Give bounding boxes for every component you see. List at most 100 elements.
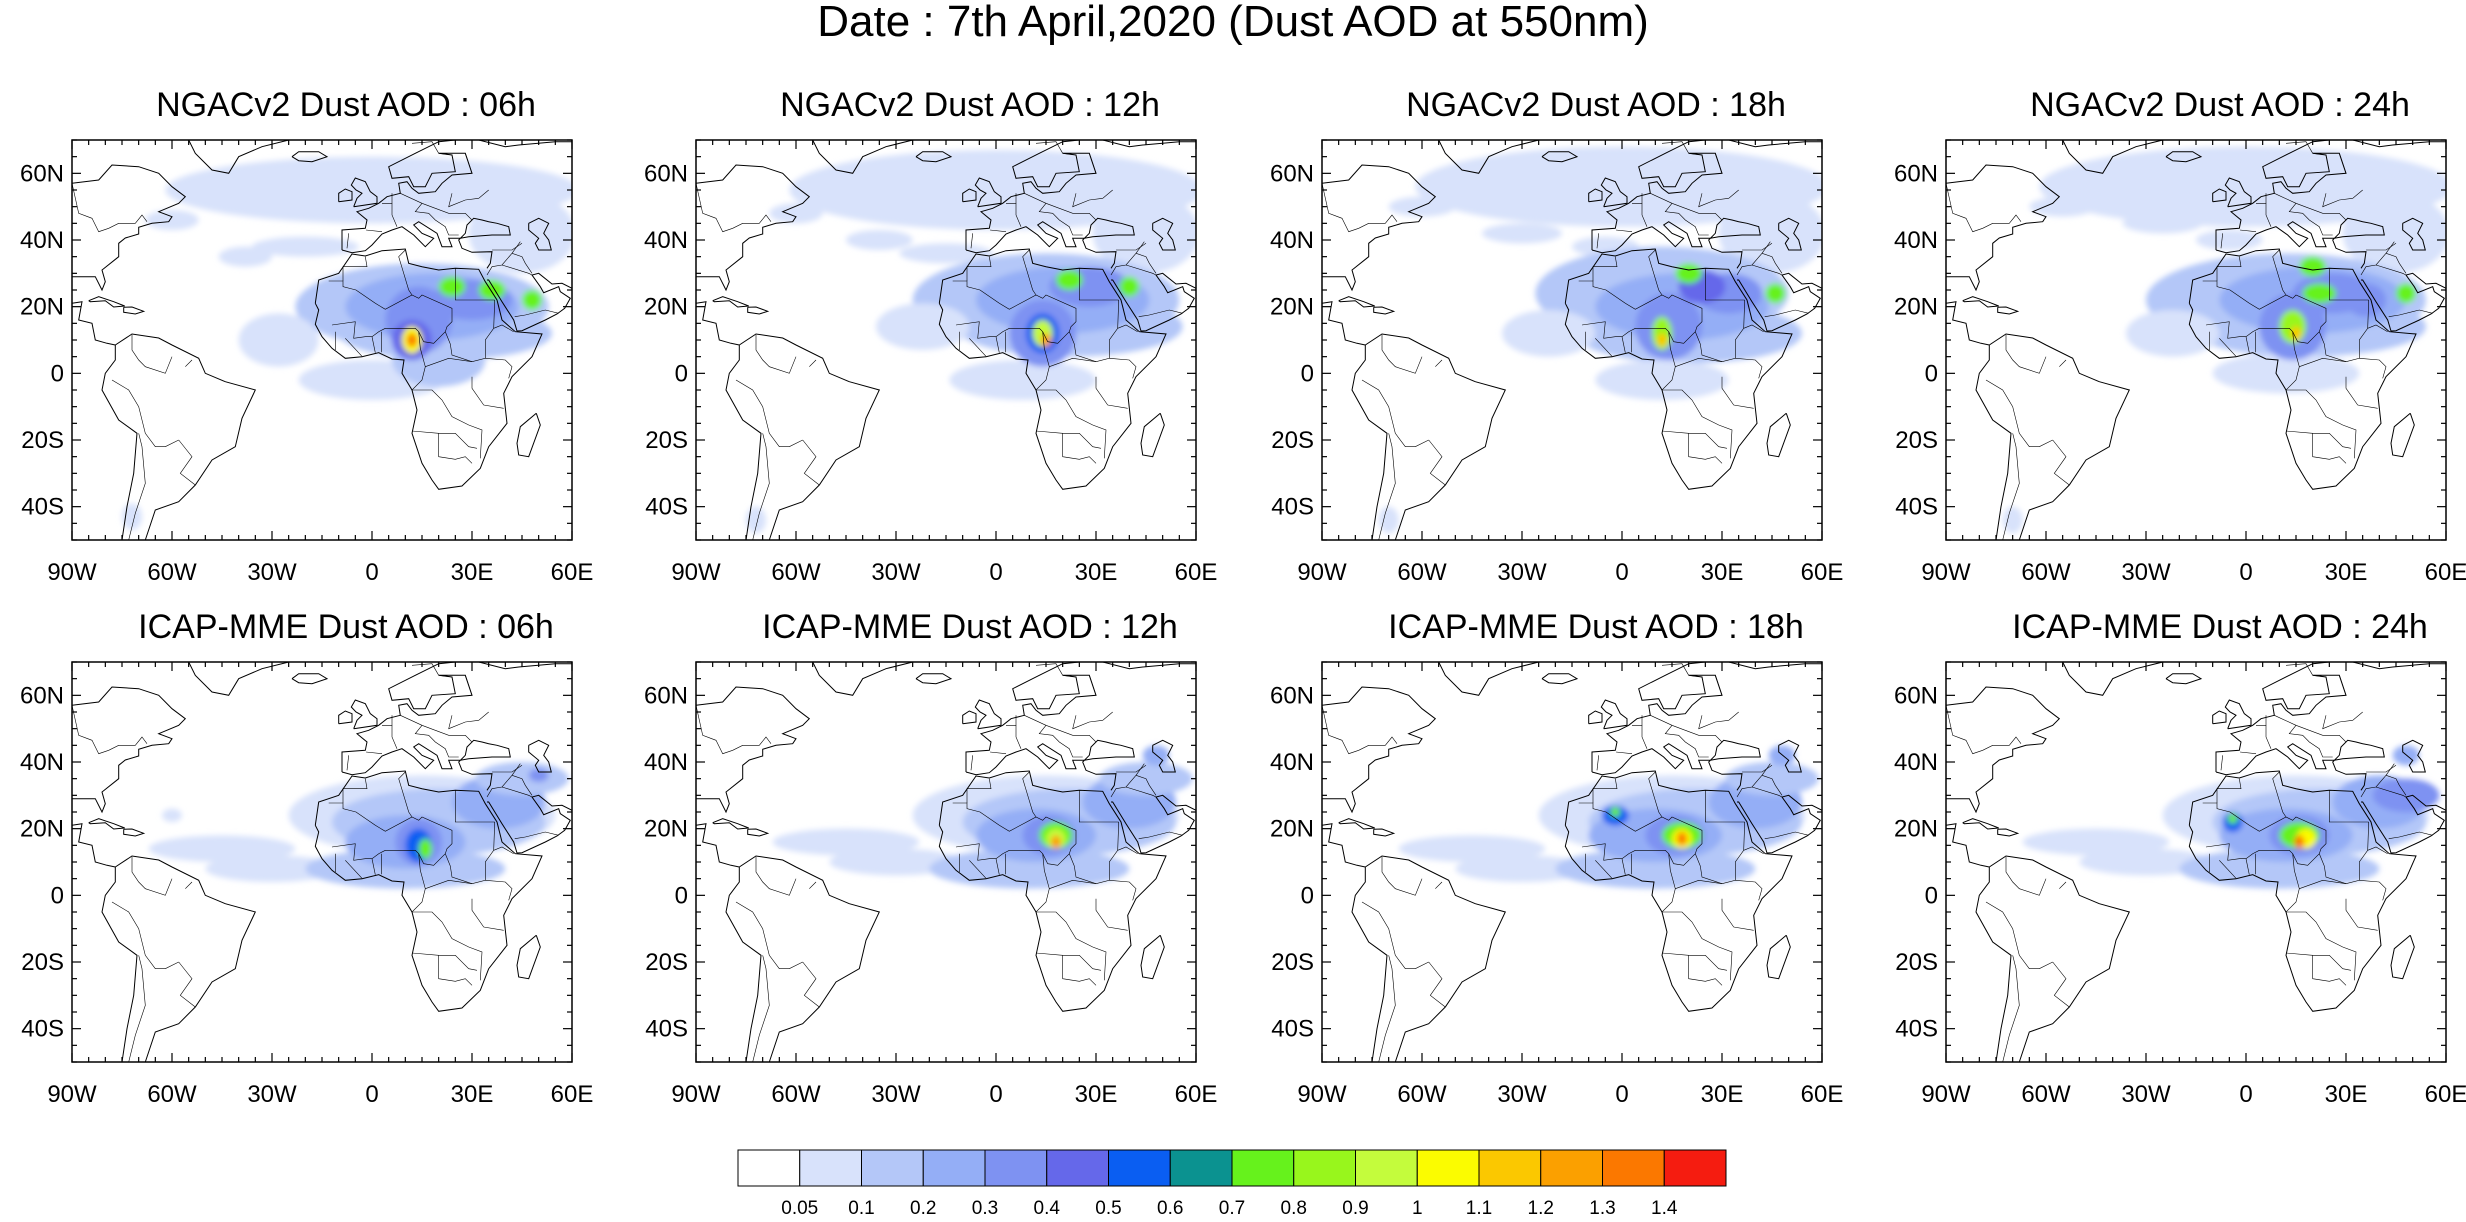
country-border bbox=[802, 439, 820, 486]
country-border bbox=[1109, 880, 1137, 901]
lat-tick-label: 20N bbox=[1894, 816, 1938, 843]
lat-tick-label: 20S bbox=[1895, 427, 1938, 454]
colorbar-swatch bbox=[1231, 1149, 1295, 1187]
country-border bbox=[1704, 790, 1745, 823]
dust-plume bbox=[1482, 223, 1562, 244]
coastline bbox=[1111, 794, 1196, 854]
panel-title: ICAP-MME Dust AOD : 18h bbox=[1388, 608, 1804, 646]
country-border bbox=[178, 439, 196, 486]
country-border bbox=[2286, 389, 2357, 459]
country-border bbox=[492, 243, 523, 251]
country-border bbox=[111, 901, 179, 970]
dust-plume bbox=[789, 150, 1196, 230]
colorbar-swatch bbox=[737, 1149, 801, 1187]
country-border bbox=[2202, 280, 2327, 345]
colorbar-swatch bbox=[861, 1149, 924, 1187]
coastline bbox=[2361, 794, 2446, 854]
country-border bbox=[2359, 358, 2387, 379]
country-border bbox=[1095, 376, 1128, 409]
dust-plume bbox=[949, 360, 1096, 400]
country-border bbox=[1698, 711, 1739, 730]
panel-icap-mme-12h: ICAP-MME Dust AOD : 12h 60N 40N 20N 0 20S 40S… bbox=[644, 610, 1280, 1130]
country-border bbox=[72, 183, 148, 233]
country-border bbox=[471, 376, 504, 409]
country-border bbox=[1615, 751, 1633, 754]
coastline bbox=[1946, 686, 2061, 814]
country-border bbox=[2312, 433, 2347, 464]
country-border bbox=[2388, 309, 2433, 317]
coastline bbox=[747, 306, 770, 315]
colorbar-swatch bbox=[1540, 1149, 1603, 1187]
dust-plume bbox=[2029, 196, 2096, 217]
country-border bbox=[1662, 389, 1733, 459]
lon-tick-label: 0 bbox=[2239, 559, 2252, 586]
dust-plume bbox=[145, 210, 199, 230]
country-border bbox=[511, 253, 533, 274]
coastline bbox=[1997, 828, 2020, 837]
dust-plume bbox=[2002, 506, 2023, 534]
country-border bbox=[1751, 264, 1783, 276]
dust-plume bbox=[528, 768, 549, 782]
country-border bbox=[1632, 203, 1648, 227]
coastline bbox=[1564, 248, 1793, 490]
colorbar-swatch bbox=[1416, 1149, 1480, 1187]
lon-tick-label: 30W bbox=[2121, 1081, 2171, 1108]
country-border bbox=[1381, 335, 1423, 374]
lon-tick-label: 30W bbox=[871, 1081, 921, 1108]
dust-plume bbox=[2372, 778, 2440, 812]
colorbar-swatch bbox=[984, 1149, 1048, 1187]
coastline bbox=[101, 333, 257, 540]
country-border bbox=[2367, 324, 2388, 332]
coastline bbox=[1737, 794, 1822, 854]
country-border bbox=[111, 379, 179, 448]
coastline bbox=[1600, 177, 1628, 208]
lat-tick-label: 20S bbox=[1271, 949, 1314, 976]
country-border bbox=[1715, 675, 1723, 696]
coastline bbox=[696, 823, 740, 868]
country-border bbox=[1581, 321, 1696, 344]
dust-plume bbox=[1595, 360, 1729, 400]
lat-tick-label: 60N bbox=[1894, 160, 1938, 187]
country-border bbox=[2219, 338, 2237, 357]
lat-tick-label: 20S bbox=[645, 949, 688, 976]
coastline bbox=[1322, 164, 1437, 292]
country-border bbox=[2324, 865, 2347, 884]
coastline bbox=[72, 164, 187, 292]
country-border bbox=[1592, 778, 1618, 803]
country-border bbox=[2288, 725, 2333, 758]
country-border bbox=[485, 358, 513, 379]
dust-plume bbox=[746, 506, 766, 534]
coastline bbox=[2215, 217, 2385, 269]
country-border bbox=[485, 880, 513, 901]
dust-plume bbox=[478, 280, 506, 300]
country-border bbox=[2274, 715, 2347, 743]
colorbar-label: 0.2 bbox=[910, 1198, 936, 1219]
lon-tick-label: 60W bbox=[147, 1081, 197, 1108]
country-border bbox=[2328, 268, 2369, 301]
lat-tick-label: 20S bbox=[21, 427, 64, 454]
coastline bbox=[1766, 412, 1791, 458]
country-border bbox=[371, 858, 376, 875]
country-border bbox=[1024, 715, 1097, 743]
dust-plume bbox=[1555, 848, 1756, 889]
country-border bbox=[1117, 846, 1138, 854]
colorbar-label: 0.8 bbox=[1281, 1198, 1307, 1219]
country-border bbox=[1595, 338, 1613, 357]
country-border bbox=[1742, 765, 1773, 773]
country-border bbox=[1661, 430, 1728, 449]
country-border bbox=[1751, 786, 1783, 798]
country-border bbox=[1688, 955, 1723, 986]
country-border bbox=[2328, 790, 2369, 823]
country-border bbox=[2324, 343, 2347, 362]
coastline bbox=[2390, 412, 2415, 458]
country-border bbox=[1764, 831, 1809, 839]
lat-tick-label: 20N bbox=[644, 816, 688, 843]
country-border bbox=[1743, 324, 1764, 332]
coastline bbox=[314, 248, 543, 490]
country-border bbox=[1578, 280, 1703, 345]
dust-plume bbox=[2342, 193, 2446, 274]
dust-plume bbox=[2196, 230, 2263, 250]
country-border bbox=[2005, 857, 2047, 896]
coastline bbox=[528, 217, 552, 251]
country-border bbox=[989, 229, 1007, 232]
